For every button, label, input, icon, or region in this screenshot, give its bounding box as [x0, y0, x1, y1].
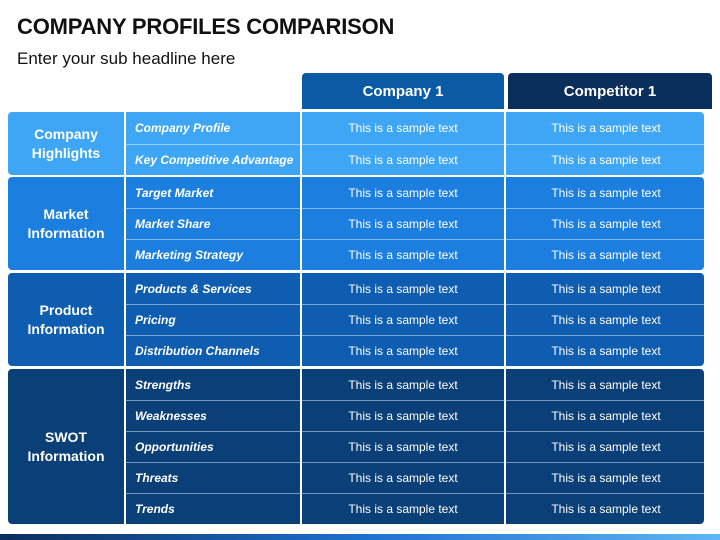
row-divider — [126, 144, 704, 145]
competitor-cell: This is a sample text — [551, 153, 661, 167]
competitor-cell: This is a sample text — [551, 343, 661, 358]
row-category-label: Company Profile — [135, 121, 231, 135]
competitor-cell: This is a sample text — [551, 501, 661, 516]
column-separator — [300, 369, 302, 524]
row-divider — [126, 462, 704, 463]
column-separator — [124, 177, 126, 270]
page-title: COMPANY PROFILES COMPARISON — [17, 14, 395, 39]
group-label: Company Highlights — [31, 125, 101, 161]
page-subtitle: Enter your sub headline here — [17, 49, 236, 68]
table-row: Market Share This is a sample text This is… — [8, 208, 704, 239]
company-cell: This is a sample text — [348, 312, 458, 327]
column-header-company: Company 1 — [302, 73, 504, 109]
row-divider — [126, 239, 704, 240]
competitor-cell: This is a sample text — [551, 470, 661, 485]
row-divider — [126, 431, 704, 432]
table-row: Pricing This is a sample text This is a sa… — [8, 304, 704, 335]
row-category-label: Pricing — [135, 312, 176, 327]
row-group: Company Highlights Company Profile This is… — [8, 112, 704, 175]
column-header-competitor: Competitor 1 — [508, 73, 712, 109]
competitor-cell: This is a sample text — [551, 185, 661, 200]
table-row: Key Competitive Advantage This is a sampl… — [8, 144, 704, 175]
company-cell: This is a sample text — [348, 281, 458, 296]
bottom-accent-bar — [0, 534, 720, 540]
table-row: Strengths This is a sample text This is a … — [8, 369, 704, 400]
row-category-label: Threats — [135, 470, 179, 485]
company-cell: This is a sample text — [348, 185, 458, 200]
group-label: Product Information — [27, 301, 105, 337]
group-label: SWOT Information — [27, 428, 105, 464]
column-separator — [300, 112, 302, 175]
row-category-label: Strengths — [135, 377, 192, 392]
table-row: Weaknesses This is a sample text This is a… — [8, 400, 704, 431]
table-row: Products & Services This is a sample text… — [8, 273, 704, 304]
column-separator — [300, 177, 302, 270]
table-row: Company Profile This is a sample text This… — [8, 112, 704, 144]
row-divider — [126, 304, 704, 305]
row-category-label: Trends — [135, 501, 175, 516]
competitor-cell: This is a sample text — [551, 408, 661, 423]
competitor-cell: This is a sample text — [551, 247, 661, 262]
company-cell: This is a sample text — [348, 470, 458, 485]
row-divider — [126, 400, 704, 401]
company-cell: This is a sample text — [348, 501, 458, 516]
column-separator — [124, 273, 126, 366]
competitor-cell: This is a sample text — [551, 216, 661, 231]
column-separator — [504, 177, 506, 270]
table-row: Trends This is a sample text This is a sam… — [8, 493, 704, 524]
row-category-label: Distribution Channels — [135, 343, 260, 358]
row-category-label: Opportunities — [135, 439, 214, 454]
column-separator — [504, 273, 506, 366]
company-cell: This is a sample text — [348, 408, 458, 423]
column-separator — [124, 112, 126, 175]
row-group: Market Information Target Market This is a… — [8, 177, 704, 270]
column-separator — [504, 369, 506, 524]
column-separator — [124, 369, 126, 524]
row-divider — [126, 493, 704, 494]
table-row: Marketing Strategy This is a sample text T… — [8, 239, 704, 270]
company-cell: This is a sample text — [348, 216, 458, 231]
competitor-cell: This is a sample text — [551, 121, 661, 135]
table-row: Opportunities This is a sample text This i… — [8, 431, 704, 462]
company-cell: This is a sample text — [348, 247, 458, 262]
row-category-label: Key Competitive Advantage — [135, 153, 294, 167]
company-cell: This is a sample text — [348, 153, 458, 167]
row-divider — [126, 208, 704, 209]
group-label: Market Information — [27, 205, 105, 241]
row-divider — [126, 335, 704, 336]
row-group: Product Information Products & Services Th… — [8, 273, 704, 366]
row-category-label: Market Share — [135, 216, 211, 231]
table-row: Distribution Channels This is a sample te… — [8, 335, 704, 366]
company-cell: This is a sample text — [348, 439, 458, 454]
row-group: SWOT Information Strengths This is a sampl… — [8, 369, 704, 524]
column-separator — [504, 112, 506, 175]
row-category-label: Weaknesses — [135, 408, 207, 423]
competitor-cell: This is a sample text — [551, 312, 661, 327]
row-category-label: Marketing Strategy — [135, 247, 244, 262]
company-cell: This is a sample text — [348, 121, 458, 135]
table-row: Target Market This is a sample text This i… — [8, 177, 704, 208]
row-category-label: Products & Services — [135, 281, 252, 296]
row-category-label: Target Market — [135, 185, 214, 200]
competitor-cell: This is a sample text — [551, 281, 661, 296]
competitor-cell: This is a sample text — [551, 377, 661, 392]
competitor-cell: This is a sample text — [551, 439, 661, 454]
company-cell: This is a sample text — [348, 343, 458, 358]
column-separator — [300, 273, 302, 366]
table-row: Threats This is a sample text This is a sa… — [8, 462, 704, 493]
company-cell: This is a sample text — [348, 377, 458, 392]
